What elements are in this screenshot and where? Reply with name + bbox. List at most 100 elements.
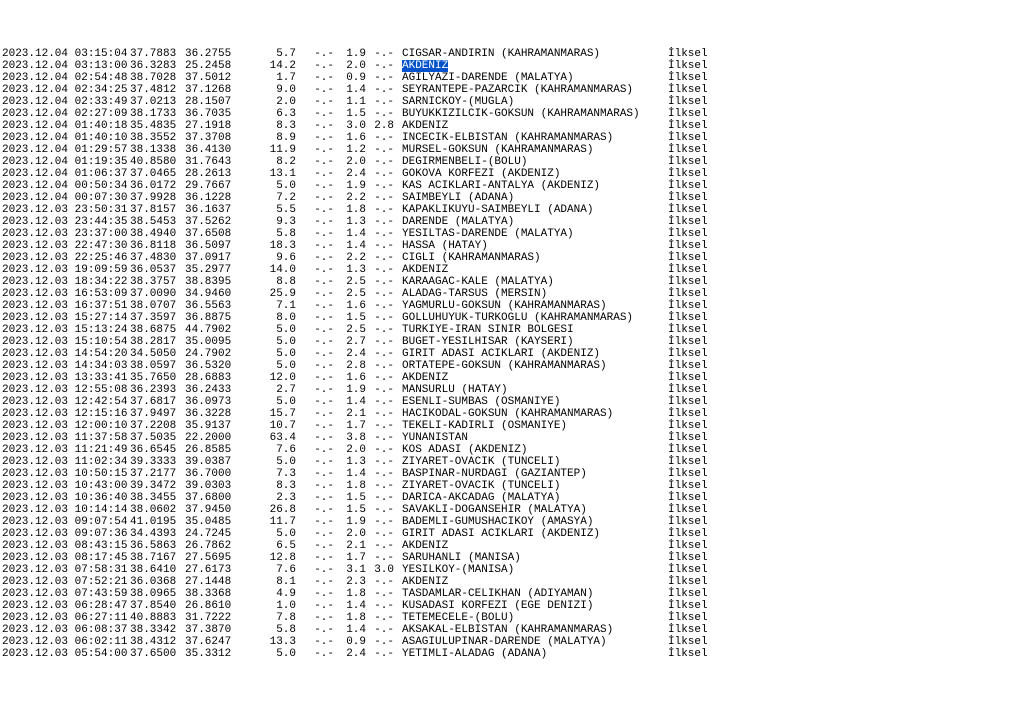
cell-location: AKSAKAL-ELBISTAN (KAHRAMANMARAS) <box>402 624 613 636</box>
cell-location-wrap: HACIKODAL-GOKSUN (KAHRAMANMARAS) <box>398 408 668 420</box>
table-row[interactable]: 2023.12.03 14:54:2034.505024.79025.0-.-2… <box>0 348 1024 360</box>
table-row[interactable]: 2023.12.03 16:37:5138.070736.55637.1-.-1… <box>0 300 1024 312</box>
table-row[interactable]: 2023.12.04 03:13:0036.328325.245814.2-.-… <box>0 60 1024 72</box>
table-row[interactable]: 2023.12.03 07:43:5938.096538.33684.9-.-1… <box>0 588 1024 600</box>
cell-quality: İlksel <box>668 252 718 264</box>
table-row[interactable]: 2023.12.03 05:54:0037.650035.33125.0-.-2… <box>0 648 1024 660</box>
table-row[interactable]: 2023.12.03 18:34:2238.375738.83958.8-.-2… <box>0 276 1024 288</box>
table-row[interactable]: 2023.12.04 00:50:3436.017229.76675.0-.-1… <box>0 180 1024 192</box>
cell-depth: 5.0 <box>240 648 300 660</box>
table-row[interactable]: 2023.12.03 23:50:3137.815736.16375.5-.-1… <box>0 204 1024 216</box>
table-row[interactable]: 2023.12.03 12:55:0836.239336.24332.7-.-1… <box>0 384 1024 396</box>
cell-location-wrap: AKDENIZ <box>398 576 668 588</box>
cell-location-wrap: DEGIRMENBELI-(BOLU) <box>398 156 668 168</box>
cell-datetime: 2023.12.03 05:54:00 <box>0 648 130 660</box>
table-row[interactable]: 2023.12.03 11:37:5837.503522.200063.4-.-… <box>0 432 1024 444</box>
table-row[interactable]: 2023.12.03 16:53:0937.009034.946025.9-.-… <box>0 288 1024 300</box>
cell-quality: İlksel <box>668 648 718 660</box>
table-row[interactable]: 2023.12.03 10:43:0039.347239.03038.3-.-1… <box>0 480 1024 492</box>
table-row[interactable]: 2023.12.03 23:37:0038.494037.65085.8-.-1… <box>0 228 1024 240</box>
table-row[interactable]: 2023.12.04 01:40:1835.483527.19188.3-.-3… <box>0 120 1024 132</box>
cell-datetime: 2023.12.04 01:19:35 <box>0 156 130 168</box>
table-row[interactable]: 2023.12.03 10:50:1537.217736.70007.3-.-1… <box>0 468 1024 480</box>
table-row[interactable]: 2023.12.04 01:40:1038.355237.37088.9-.-1… <box>0 132 1024 144</box>
cell-lat: 37.9928 <box>130 192 185 204</box>
table-row[interactable]: 2023.12.03 13:33:4135.765028.688312.0-.-… <box>0 372 1024 384</box>
table-row[interactable]: 2023.12.03 09:07:3634.439324.72455.0-.-2… <box>0 528 1024 540</box>
table-row[interactable]: 2023.12.03 12:42:5437.681736.09735.0-.-1… <box>0 396 1024 408</box>
cell-mw: 2.8 <box>368 120 398 132</box>
cell-ml: 1.4 <box>338 600 368 612</box>
cell-mw: -.- <box>368 144 398 156</box>
cell-lat: 36.8118 <box>130 240 185 252</box>
table-row[interactable]: 2023.12.03 06:28:4737.854026.86101.0-.-1… <box>0 600 1024 612</box>
table-row[interactable]: 2023.12.03 22:47:3036.811836.509718.3-.-… <box>0 240 1024 252</box>
cell-lon: 37.6247 <box>185 636 240 648</box>
table-row[interactable]: 2023.12.04 01:29:5738.133836.413011.9-.-… <box>0 144 1024 156</box>
cell-depth: 5.0 <box>240 336 300 348</box>
cell-mw: -.- <box>368 324 398 336</box>
table-row[interactable]: 2023.12.04 02:27:0938.173336.70356.3-.-1… <box>0 108 1024 120</box>
cell-lon: 36.2755 <box>185 48 240 60</box>
table-row[interactable]: 2023.12.03 15:13:2438.687544.79025.0-.-2… <box>0 324 1024 336</box>
cell-md: -.- <box>300 396 338 408</box>
cell-mw: -.- <box>368 432 398 444</box>
table-row[interactable]: 2023.12.03 15:27:1437.359736.88758.0-.-1… <box>0 312 1024 324</box>
table-row[interactable]: 2023.12.03 06:27:1140.888331.72227.8-.-1… <box>0 612 1024 624</box>
cell-md: -.- <box>300 588 338 600</box>
table-row[interactable]: 2023.12.03 10:14:1438.060237.945026.8-.-… <box>0 504 1024 516</box>
cell-datetime: 2023.12.04 01:40:10 <box>0 132 130 144</box>
table-row[interactable]: 2023.12.03 06:08:3738.334237.38705.8-.-1… <box>0 624 1024 636</box>
cell-location-wrap: SAIMBEYLI (ADANA) <box>398 192 668 204</box>
cell-location: TETEMECELE-(BOLU) <box>402 612 514 624</box>
cell-md: -.- <box>300 624 338 636</box>
table-row[interactable]: 2023.12.04 02:34:2537.481237.12689.0-.-1… <box>0 84 1024 96</box>
cell-quality: İlksel <box>668 552 718 564</box>
table-row[interactable]: 2023.12.04 01:19:3540.858031.76438.2-.-2… <box>0 156 1024 168</box>
cell-ml: 2.1 <box>338 540 368 552</box>
table-row[interactable]: 2023.12.04 02:54:4838.702837.50121.7-.-0… <box>0 72 1024 84</box>
cell-location: TASDAMLAR-CELIKHAN (ADIYAMAN) <box>402 588 593 600</box>
cell-ml: 2.5 <box>338 324 368 336</box>
cell-quality: İlksel <box>668 48 718 60</box>
table-row[interactable]: 2023.12.03 23:44:3538.545337.52629.3-.-1… <box>0 216 1024 228</box>
cell-datetime: 2023.12.04 03:15:04 <box>0 48 130 60</box>
table-row[interactable]: 2023.12.03 19:09:5936.053735.297714.0-.-… <box>0 264 1024 276</box>
table-row[interactable]: 2023.12.03 12:15:1637.949736.322815.7-.-… <box>0 408 1024 420</box>
table-row[interactable]: 2023.12.03 10:36:4038.345537.68002.3-.-1… <box>0 492 1024 504</box>
cell-location: ESENLI-SUMBAS (OSMANIYE) <box>402 396 560 408</box>
cell-lon: 37.0917 <box>185 252 240 264</box>
table-row[interactable]: 2023.12.03 08:17:4538.716727.569512.8-.-… <box>0 552 1024 564</box>
cell-location-wrap: SARUHANLI (MANISA) <box>398 552 668 564</box>
table-row[interactable]: 2023.12.04 03:15:0437.788336.27555.7-.-1… <box>0 48 1024 60</box>
cell-quality: İlksel <box>668 156 718 168</box>
cell-lat: 38.6875 <box>130 324 185 336</box>
cell-ml: 1.4 <box>338 468 368 480</box>
cell-lon: 36.5097 <box>185 240 240 252</box>
table-row[interactable]: 2023.12.03 08:43:1536.586326.78626.5-.-2… <box>0 540 1024 552</box>
table-row[interactable]: 2023.12.03 11:21:4936.654526.85857.6-.-2… <box>0 444 1024 456</box>
cell-depth: 26.8 <box>240 504 300 516</box>
table-row[interactable]: 2023.12.04 00:07:3037.992836.12287.2-.-2… <box>0 192 1024 204</box>
table-row[interactable]: 2023.12.03 15:10:5438.281735.00955.0-.-2… <box>0 336 1024 348</box>
cell-location-wrap: KOS ADASI (AKDENIZ) <box>398 444 668 456</box>
table-row[interactable]: 2023.12.03 09:07:5441.019535.048511.7-.-… <box>0 516 1024 528</box>
table-row[interactable]: 2023.12.03 06:02:1138.431237.624713.3-.-… <box>0 636 1024 648</box>
cell-location-wrap: ZIYARET-OVACIK (TUNCELI) <box>398 480 668 492</box>
cell-lat: 37.9497 <box>130 408 185 420</box>
table-row[interactable]: 2023.12.03 22:25:4637.483037.09179.6-.-2… <box>0 252 1024 264</box>
cell-md: -.- <box>300 372 338 384</box>
table-row[interactable]: 2023.12.04 01:06:3737.046528.261313.1-.-… <box>0 168 1024 180</box>
cell-depth: 2.7 <box>240 384 300 396</box>
table-row[interactable]: 2023.12.04 02:33:4937.021328.15072.0-.-1… <box>0 96 1024 108</box>
table-row[interactable]: 2023.12.03 11:02:3439.333339.03875.0-.-1… <box>0 456 1024 468</box>
table-row[interactable]: 2023.12.03 12:00:1037.220835.913710.7-.-… <box>0 420 1024 432</box>
table-row[interactable]: 2023.12.03 07:58:3138.641027.61737.6-.-3… <box>0 564 1024 576</box>
cell-location-wrap: TASDAMLAR-CELIKHAN (ADIYAMAN) <box>398 588 668 600</box>
cell-quality: İlksel <box>668 240 718 252</box>
table-row[interactable]: 2023.12.03 07:52:2136.036827.14488.1-.-2… <box>0 576 1024 588</box>
cell-datetime: 2023.12.03 15:10:54 <box>0 336 130 348</box>
cell-location: KAPAKLIKUYU-SAIMBEYLI (ADANA) <box>402 204 593 216</box>
table-row[interactable]: 2023.12.03 14:34:0338.059736.53205.0-.-2… <box>0 360 1024 372</box>
cell-datetime: 2023.12.03 15:13:24 <box>0 324 130 336</box>
